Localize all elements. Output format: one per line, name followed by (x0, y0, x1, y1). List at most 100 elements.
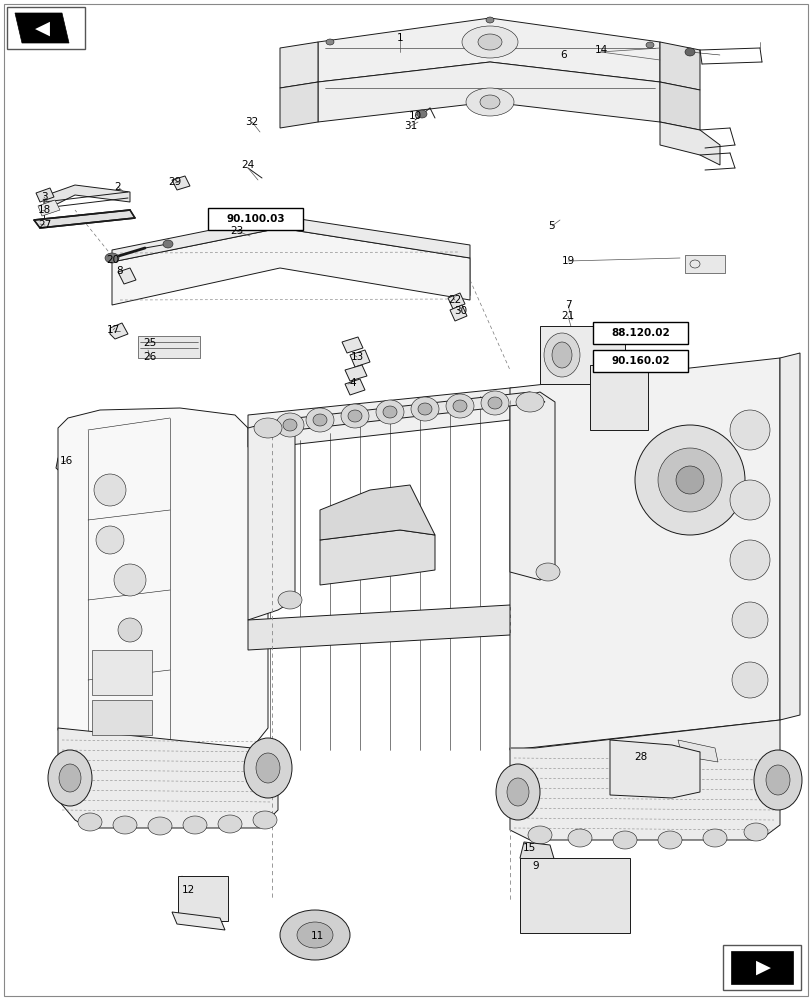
Ellipse shape (348, 410, 362, 422)
Polygon shape (350, 350, 370, 367)
Bar (92, 650, 152, 695)
Polygon shape (112, 216, 470, 262)
Bar (92, 700, 152, 735)
Text: 31: 31 (404, 121, 417, 131)
Polygon shape (318, 18, 659, 82)
Ellipse shape (453, 400, 466, 412)
Polygon shape (112, 228, 470, 305)
Ellipse shape (743, 823, 767, 841)
Ellipse shape (306, 408, 333, 432)
Ellipse shape (753, 750, 801, 810)
Ellipse shape (277, 591, 302, 609)
Ellipse shape (48, 750, 92, 806)
Polygon shape (341, 337, 363, 353)
Bar (138, 336, 200, 358)
Text: 11: 11 (310, 931, 324, 941)
Ellipse shape (676, 466, 703, 494)
Ellipse shape (479, 95, 500, 109)
Ellipse shape (254, 418, 281, 438)
Text: 17: 17 (106, 325, 119, 335)
Polygon shape (25, 19, 52, 37)
Bar (590, 365, 647, 430)
Ellipse shape (280, 910, 350, 960)
Polygon shape (448, 293, 465, 309)
Text: ◀: ◀ (34, 18, 49, 37)
Polygon shape (509, 392, 554, 580)
Ellipse shape (418, 403, 431, 415)
Polygon shape (609, 740, 699, 798)
Polygon shape (247, 388, 534, 447)
Text: 10: 10 (408, 111, 421, 121)
Text: 30: 30 (454, 306, 467, 316)
Ellipse shape (535, 563, 560, 581)
Polygon shape (677, 740, 717, 762)
Text: 13: 13 (350, 352, 363, 362)
Ellipse shape (341, 404, 368, 428)
Ellipse shape (702, 829, 726, 847)
Polygon shape (58, 408, 268, 760)
Ellipse shape (729, 410, 769, 450)
Ellipse shape (543, 333, 579, 377)
Ellipse shape (478, 34, 501, 50)
Text: 1: 1 (397, 33, 403, 43)
Ellipse shape (114, 564, 146, 596)
Text: 5: 5 (548, 221, 555, 231)
Text: 16: 16 (59, 456, 72, 466)
Ellipse shape (94, 474, 126, 506)
Polygon shape (659, 122, 719, 165)
Polygon shape (509, 358, 779, 750)
Ellipse shape (657, 448, 721, 512)
Ellipse shape (182, 816, 207, 834)
Ellipse shape (118, 618, 142, 642)
Ellipse shape (255, 753, 280, 783)
Ellipse shape (480, 391, 508, 415)
Text: 7: 7 (564, 300, 571, 310)
Bar (592, 350, 687, 372)
Bar (539, 326, 624, 384)
Text: 23: 23 (230, 226, 243, 236)
Ellipse shape (78, 813, 102, 831)
Text: 90.160.02: 90.160.02 (611, 356, 669, 366)
Bar (519, 858, 629, 933)
Ellipse shape (657, 831, 681, 849)
Text: 14: 14 (594, 45, 607, 55)
Bar (684, 255, 724, 273)
Text: 88.120.02: 88.120.02 (611, 328, 669, 338)
Ellipse shape (646, 42, 653, 48)
Ellipse shape (487, 397, 501, 409)
Bar (592, 322, 687, 344)
Text: 22: 22 (448, 295, 461, 305)
Ellipse shape (375, 400, 404, 424)
Text: 2: 2 (114, 182, 121, 192)
Ellipse shape (466, 88, 513, 116)
Ellipse shape (506, 778, 528, 806)
Ellipse shape (113, 816, 137, 834)
Text: 27: 27 (38, 220, 52, 230)
Text: 9: 9 (532, 861, 539, 871)
Text: 25: 25 (144, 338, 157, 348)
Ellipse shape (568, 829, 591, 847)
Polygon shape (36, 188, 54, 202)
Ellipse shape (96, 526, 124, 554)
Polygon shape (109, 323, 128, 339)
Polygon shape (172, 176, 190, 190)
Ellipse shape (765, 765, 789, 795)
Ellipse shape (59, 764, 81, 792)
Ellipse shape (383, 406, 397, 418)
Polygon shape (659, 82, 699, 130)
Polygon shape (345, 365, 367, 381)
Ellipse shape (163, 240, 173, 248)
Polygon shape (38, 200, 60, 216)
Ellipse shape (731, 662, 767, 698)
Polygon shape (118, 268, 135, 284)
Polygon shape (247, 605, 509, 650)
Text: 20: 20 (106, 255, 119, 265)
Bar (7, 7, 85, 49)
Ellipse shape (217, 815, 242, 833)
Ellipse shape (612, 831, 636, 849)
Ellipse shape (297, 922, 333, 948)
Polygon shape (318, 62, 659, 122)
Ellipse shape (312, 414, 327, 426)
Bar (208, 208, 303, 230)
Ellipse shape (283, 419, 297, 431)
